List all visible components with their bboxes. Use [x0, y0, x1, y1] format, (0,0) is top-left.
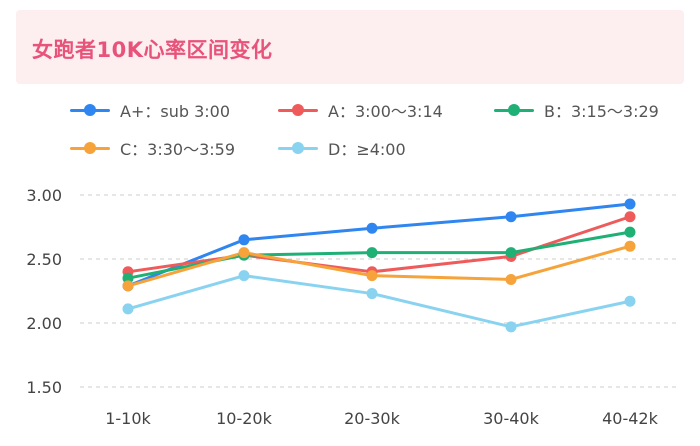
- y-tick-label: 3.00: [26, 186, 62, 205]
- legend-swatch-b: [494, 103, 534, 117]
- data-point[interactable]: [366, 288, 378, 300]
- data-point[interactable]: [624, 226, 636, 238]
- legend-label-b: B：3:15～3:29: [544, 102, 659, 121]
- legend-item-b[interactable]: B：3:15～3:29: [494, 98, 659, 122]
- legend-item-c[interactable]: C：3:30～3:59: [70, 136, 235, 160]
- y-tick-label: 2.00: [26, 314, 62, 333]
- data-point[interactable]: [122, 280, 134, 292]
- data-point[interactable]: [505, 211, 517, 223]
- data-point[interactable]: [366, 247, 378, 259]
- data-point[interactable]: [624, 198, 636, 210]
- data-point[interactable]: [624, 211, 636, 223]
- data-point[interactable]: [122, 272, 134, 284]
- legend-label-d: D：≥4:00: [328, 140, 406, 159]
- legend-label-a-plus: A+：sub 3:00: [120, 102, 231, 121]
- legend: A+：sub 3:00 A：3:00～3:14 B：3:15～3:29 C：3:…: [0, 96, 700, 166]
- x-tick-label: 1-10k: [105, 409, 151, 428]
- data-point[interactable]: [238, 270, 250, 282]
- data-point[interactable]: [366, 222, 378, 234]
- series-line[interactable]: [126, 274, 632, 329]
- x-tick-label: 10-20k: [216, 409, 272, 428]
- data-point[interactable]: [505, 247, 517, 259]
- legend-swatch-c: [70, 141, 110, 155]
- legend-item-d[interactable]: D：≥4:00: [278, 136, 406, 160]
- data-point[interactable]: [238, 234, 250, 246]
- x-tick-label: 20-30k: [344, 409, 400, 428]
- legend-swatch-a: [278, 103, 318, 117]
- y-tick-label: 1.50: [26, 378, 62, 397]
- legend-item-a-plus[interactable]: A+：sub 3:00: [70, 98, 230, 122]
- legend-swatch-a-plus: [70, 103, 110, 117]
- legend-item-a[interactable]: A：3:00～3:14: [278, 98, 443, 122]
- legend-label-a: A：3:00～3:14: [328, 102, 443, 121]
- chart-title: 女跑者10K心率区间变化: [32, 38, 273, 62]
- x-tick-label: 40-42k: [602, 409, 658, 428]
- data-point[interactable]: [624, 295, 636, 307]
- data-point[interactable]: [238, 247, 250, 259]
- legend-swatch-d: [278, 141, 318, 155]
- y-tick-label: 2.50: [26, 250, 62, 269]
- data-point[interactable]: [624, 240, 636, 252]
- data-point[interactable]: [505, 321, 517, 333]
- data-point[interactable]: [366, 270, 378, 282]
- data-point[interactable]: [122, 303, 134, 315]
- x-tick-label: 30-40k: [483, 409, 539, 428]
- title-banner: [16, 10, 684, 84]
- data-point[interactable]: [505, 273, 517, 285]
- legend-label-c: C：3:30～3:59: [120, 140, 236, 159]
